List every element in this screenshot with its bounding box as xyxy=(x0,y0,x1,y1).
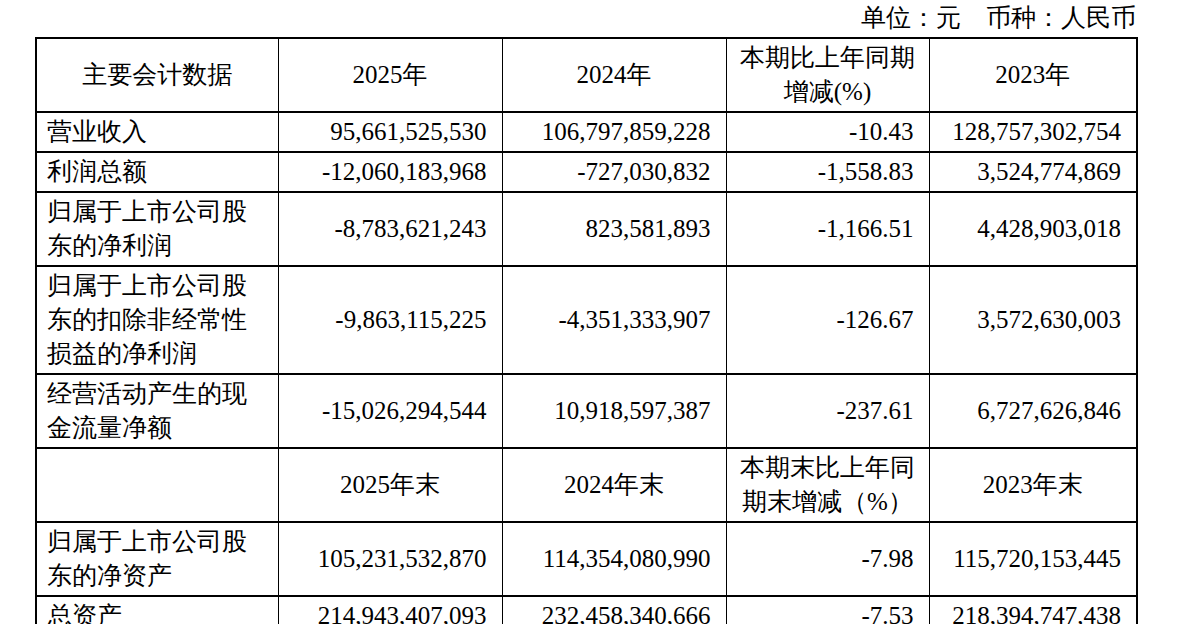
value-cell: -7.98 xyxy=(726,522,929,596)
value-cell: -12,060,183,968 xyxy=(278,152,502,192)
header-row-period-end: 2025年末2024年末本期末比上年同期末增减（%）2023年末 xyxy=(36,448,1137,522)
header-cell: 本期末比上年同期末增减（%） xyxy=(726,448,929,522)
value-cell: 106,797,859,228 xyxy=(502,112,726,152)
row-label: 利润总额 xyxy=(36,152,278,192)
row-label: 归属于上市公司股东的净利润 xyxy=(36,192,278,266)
header-cell: 2024年 xyxy=(502,38,726,112)
value-cell: -7.53 xyxy=(726,596,929,624)
value-cell: -1,166.51 xyxy=(726,192,929,266)
header-cell: 2023年 xyxy=(929,38,1137,112)
value-cell: 115,720,153,445 xyxy=(929,522,1137,596)
header-cell: 本期比上年同期增减(%) xyxy=(726,38,929,112)
row-label: 经营活动产生的现金流量净额 xyxy=(36,374,278,448)
financial-summary-table: 主要会计数据2025年2024年本期比上年同期增减(%)2023年营业收入95,… xyxy=(35,37,1138,624)
value-cell: -10.43 xyxy=(726,112,929,152)
value-cell: 3,524,774,869 xyxy=(929,152,1137,192)
header-cell: 2025年末 xyxy=(278,448,502,522)
value-cell: 128,757,302,754 xyxy=(929,112,1137,152)
header-row-period: 主要会计数据2025年2024年本期比上年同期增减(%)2023年 xyxy=(36,38,1137,112)
row-label: 归属于上市公司股东的净资产 xyxy=(36,522,278,596)
value-cell: -237.61 xyxy=(726,374,929,448)
row-total-profit: 利润总额-12,060,183,968-727,030,832-1,558.83… xyxy=(36,152,1137,192)
value-cell: 3,572,630,003 xyxy=(929,266,1137,374)
value-cell: 218,394,747,438 xyxy=(929,596,1137,624)
header-cell: 2024年末 xyxy=(502,448,726,522)
value-cell: 4,428,903,018 xyxy=(929,192,1137,266)
value-cell: 823,581,893 xyxy=(502,192,726,266)
value-cell: -126.67 xyxy=(726,266,929,374)
value-cell: 95,661,525,530 xyxy=(278,112,502,152)
value-cell: -727,030,832 xyxy=(502,152,726,192)
row-net-profit-deducting-nonrecurring: 归属于上市公司股东的扣除非经常性损益的净利润-9,863,115,225-4,3… xyxy=(36,266,1137,374)
unit-currency-label: 单位：元 币种：人民币 xyxy=(0,2,1136,34)
value-cell: 10,918,597,387 xyxy=(502,374,726,448)
value-cell: 6,727,626,846 xyxy=(929,374,1137,448)
table-body: 主要会计数据2025年2024年本期比上年同期增减(%)2023年营业收入95,… xyxy=(36,38,1137,624)
row-label: 归属于上市公司股东的扣除非经常性损益的净利润 xyxy=(36,266,278,374)
value-cell: -15,026,294,544 xyxy=(278,374,502,448)
value-cell: -8,783,621,243 xyxy=(278,192,502,266)
row-net-profit-attributable: 归属于上市公司股东的净利润-8,783,621,243823,581,893-1… xyxy=(36,192,1137,266)
row-operating-cash-flow: 经营活动产生的现金流量净额-15,026,294,54410,918,597,3… xyxy=(36,374,1137,448)
value-cell: 214,943,407,093 xyxy=(278,596,502,624)
row-net-assets-attributable: 归属于上市公司股东的净资产105,231,532,870114,354,080,… xyxy=(36,522,1137,596)
document-page: 单位：元 币种：人民币 主要会计数据2025年2024年本期比上年同期增减(%)… xyxy=(0,0,1180,624)
header-cell: 2025年 xyxy=(278,38,502,112)
row-label: 营业收入 xyxy=(36,112,278,152)
row-total-assets: 总资产214,943,407,093232,458,340,666-7.5321… xyxy=(36,596,1137,624)
value-cell: 232,458,340,666 xyxy=(502,596,726,624)
value-cell: -9,863,115,225 xyxy=(278,266,502,374)
header-cell: 2023年末 xyxy=(929,448,1137,522)
value-cell: 105,231,532,870 xyxy=(278,522,502,596)
header-cell xyxy=(36,448,278,522)
value-cell: -4,351,333,907 xyxy=(502,266,726,374)
row-operating-revenue: 营业收入95,661,525,530106,797,859,228-10.431… xyxy=(36,112,1137,152)
value-cell: -1,558.83 xyxy=(726,152,929,192)
value-cell: 114,354,080,990 xyxy=(502,522,726,596)
header-cell: 主要会计数据 xyxy=(36,38,278,112)
row-label: 总资产 xyxy=(36,596,278,624)
